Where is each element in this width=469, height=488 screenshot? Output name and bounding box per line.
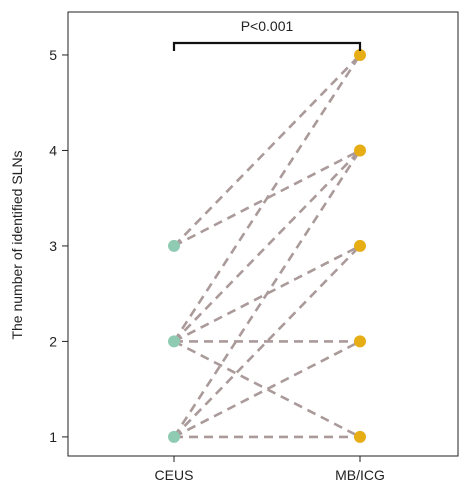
ceus-point: [168, 239, 180, 252]
plot-frame: [67, 11, 459, 457]
pair-line: [173, 149, 361, 343]
y-tick-label: 4: [49, 142, 57, 158]
mbicg-point: [354, 239, 366, 252]
mbicg-point: [354, 335, 366, 348]
pair-line: [173, 54, 361, 247]
mbicg-point: [354, 144, 366, 157]
pair-line: [173, 340, 361, 439]
mbicg-point: [354, 48, 366, 61]
y-tick-label: 2: [49, 333, 57, 349]
significance-annotation: P<0.001: [241, 18, 294, 34]
x-tick-label: CEUS: [155, 467, 194, 483]
y-tick-label: 1: [49, 429, 57, 445]
ceus-point: [168, 430, 180, 443]
pair-line: [173, 340, 361, 439]
y-tick-label: 5: [49, 47, 57, 63]
significance-bracket: [172, 41, 362, 51]
pair-line: [173, 244, 361, 343]
x-tick-label: MB/ICG: [335, 467, 385, 483]
pair-line: [173, 149, 361, 248]
pair-line: [172, 54, 362, 343]
y-tick-label: 3: [49, 238, 57, 254]
pair-line: [172, 149, 362, 438]
ceus-point: [168, 335, 180, 348]
mbicg-point: [354, 430, 366, 443]
y-axis-title: The number of identified SLNs: [9, 150, 25, 339]
